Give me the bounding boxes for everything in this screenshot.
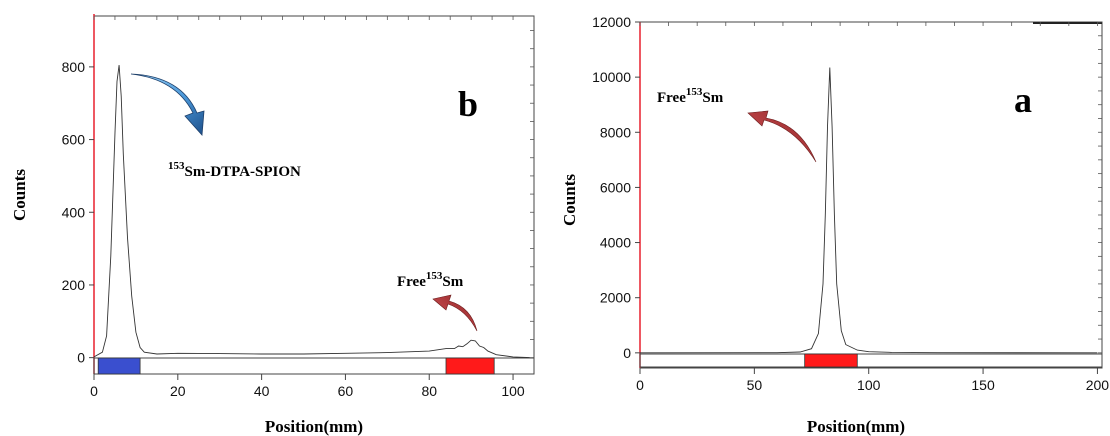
y-tick-label: 8000 bbox=[600, 124, 631, 140]
region-marker-1 bbox=[804, 353, 858, 368]
panel-a-panel-label: a bbox=[1014, 80, 1032, 120]
y-tick-label: 800 bbox=[62, 59, 86, 75]
y-tick-label: 200 bbox=[62, 277, 86, 293]
x-tick-label: 100 bbox=[857, 377, 881, 393]
y-tick-label: 12000 bbox=[592, 14, 631, 30]
region-bar-outline bbox=[93, 357, 535, 375]
x-tick-label: 0 bbox=[90, 383, 98, 399]
panel-a-y-axis-label: Counts bbox=[560, 174, 579, 226]
spion-peak-annotation: 153Sm-DTPA-SPION bbox=[168, 160, 301, 180]
panel-a-series-line bbox=[639, 67, 1098, 354]
panel-b-plot-frame bbox=[93, 15, 535, 375]
blue-arrow-icon bbox=[130, 73, 205, 136]
x-tick-label: 100 bbox=[501, 383, 525, 399]
y-tick-label: 0 bbox=[623, 345, 631, 361]
panel-b-x-ticks: 0 20 40 60 80 100 bbox=[90, 374, 525, 399]
panel-a-region-bar bbox=[639, 353, 1103, 368]
y-tick-label: 2000 bbox=[600, 290, 631, 306]
free-sm-annotation-a: Free153Sm bbox=[657, 86, 724, 106]
y-tick-label: 400 bbox=[62, 204, 86, 220]
x-tick-label: 80 bbox=[421, 383, 437, 399]
panel-a-chart: 0 50 100 150 200 0 2000 4000 6000 8000 10000 12000… bbox=[560, 14, 1109, 436]
y-tick-label: 600 bbox=[62, 132, 86, 148]
red-arrow-a-icon bbox=[747, 110, 817, 163]
panel-a-plot-frame bbox=[639, 21, 1103, 369]
panel-a-y-ticks: 0 2000 4000 6000 8000 10000 12000 bbox=[592, 14, 640, 361]
x-tick-label: 60 bbox=[338, 383, 354, 399]
x-tick-label: 0 bbox=[636, 377, 644, 393]
panel-b-series-line bbox=[93, 65, 530, 359]
panel-b-panel-label: b bbox=[458, 84, 478, 124]
panel-b-x-axis-label: Position(mm) bbox=[265, 417, 363, 436]
y-tick-label: 10000 bbox=[592, 69, 631, 85]
panel-a-x-ticks: 0 50 100 150 200 bbox=[636, 368, 1109, 393]
region-marker-2 bbox=[445, 357, 495, 375]
x-tick-label: 20 bbox=[170, 383, 186, 399]
y-tick-label: 4000 bbox=[600, 235, 631, 251]
x-tick-label: 150 bbox=[971, 377, 995, 393]
y-tick-label: 6000 bbox=[600, 179, 631, 195]
y-tick-label: 0 bbox=[77, 350, 85, 366]
panel-b-frame-minor-ticks bbox=[93, 16, 535, 359]
x-tick-label: 200 bbox=[1086, 377, 1110, 393]
panel-a-frame-minor-ticks bbox=[639, 21, 1102, 354]
x-tick-label: 40 bbox=[254, 383, 270, 399]
free-sm-annotation-b: Free153Sm bbox=[397, 270, 464, 290]
panel-b-y-axis-label: Counts bbox=[10, 169, 29, 221]
panel-a-x-axis-label: Position(mm) bbox=[807, 417, 905, 436]
region-marker-1 bbox=[97, 357, 141, 375]
panel-b-y-ticks: 0 200 400 600 800 bbox=[62, 59, 94, 366]
x-tick-label: 50 bbox=[747, 377, 763, 393]
region-bar-outline bbox=[639, 353, 1103, 368]
red-arrow-b-icon bbox=[432, 294, 478, 332]
panel-b-region-bar bbox=[93, 357, 535, 375]
